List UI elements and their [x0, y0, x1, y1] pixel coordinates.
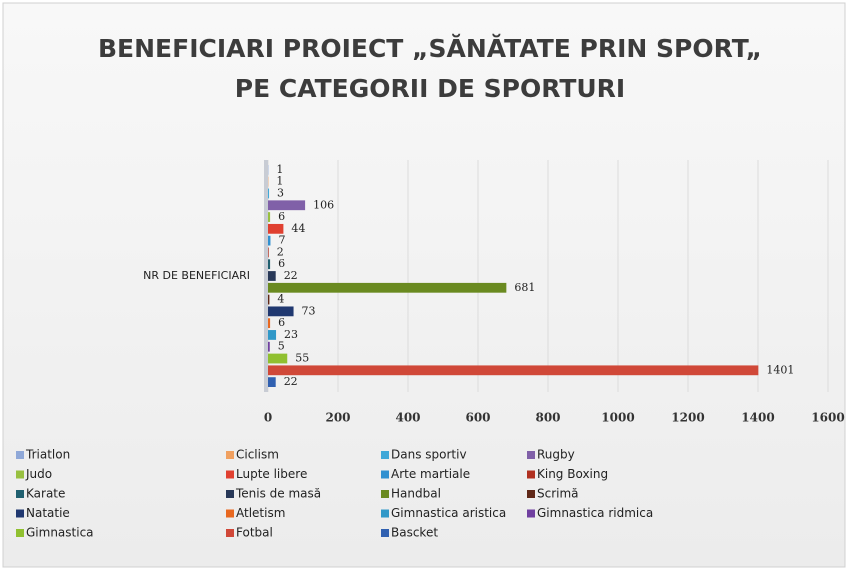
bar [268, 306, 294, 317]
legend-label: Arte martiale [391, 467, 470, 481]
x-tick-label: 1400 [741, 411, 774, 425]
legend-swatch [226, 509, 234, 518]
bar [268, 341, 270, 352]
data-label: 106 [313, 198, 334, 211]
legend-swatch [527, 509, 535, 518]
legend-label: Rugby [537, 448, 575, 462]
legend-swatch [381, 509, 389, 518]
legend-label: Judo [25, 467, 52, 481]
axis-wall [264, 160, 268, 392]
data-label: 1 [276, 163, 283, 176]
legend-swatch [381, 451, 389, 459]
x-tick-label: 800 [535, 411, 560, 425]
legend-label: Gimnastica ridmica [537, 506, 653, 520]
bar [268, 235, 271, 246]
legend-label: King Boxing [537, 467, 608, 481]
data-label: 2 [277, 245, 284, 258]
bar [268, 247, 269, 258]
legend-swatch [226, 451, 234, 459]
legend-label: Gimnastica aristica [391, 506, 506, 520]
bar [268, 188, 270, 199]
data-label: 22 [284, 375, 298, 388]
x-tick-label: 1600 [811, 411, 844, 425]
bar [268, 330, 277, 340]
legend-swatch [527, 490, 535, 498]
legend-label: Dans sportiv [391, 448, 467, 462]
legend-swatch [226, 529, 234, 537]
data-label: 3 [277, 186, 284, 199]
legend-swatch [16, 529, 24, 537]
x-tick-label: 600 [465, 411, 490, 425]
bar [268, 259, 271, 270]
data-label: 6 [278, 210, 285, 223]
data-label: 1401 [766, 363, 794, 376]
legend-swatch [381, 470, 389, 479]
legend-label: Scrimă [537, 487, 579, 501]
data-label: 44 [291, 222, 305, 235]
chart-title: PE CATEGORII DE SPORTURI [235, 74, 625, 103]
legend-swatch [16, 451, 24, 459]
legend-swatch [527, 451, 535, 459]
legend-swatch [226, 490, 234, 498]
data-label: 6 [278, 316, 285, 329]
legend-label: Lupte libere [236, 467, 307, 481]
data-label: 73 [302, 304, 316, 317]
data-label: 1 [276, 175, 283, 188]
x-tick-label: 200 [325, 411, 350, 425]
bar [268, 282, 507, 293]
legend-label: Gimnastica [26, 526, 94, 540]
legend-label: Tenis de masă [235, 487, 321, 501]
legend-label: Bascket [391, 526, 438, 540]
data-label: 55 [295, 352, 309, 365]
bar [268, 223, 284, 234]
legend-label: Atletism [236, 506, 285, 520]
legend-swatch [16, 470, 24, 479]
category-label: NR DE BENEFICIARI [143, 269, 250, 282]
bar [268, 200, 306, 211]
legend-swatch [16, 490, 24, 498]
bar [268, 318, 271, 329]
legend-label: Natatie [26, 506, 70, 520]
x-tick-label: 400 [395, 411, 420, 425]
legend-label: Karate [26, 487, 65, 501]
data-label: 4 [277, 293, 284, 306]
legend-label: Triatlon [25, 448, 70, 462]
legend-swatch [381, 529, 389, 537]
data-label: 7 [278, 234, 285, 247]
bar [268, 365, 759, 376]
data-label: 681 [514, 281, 535, 294]
x-tick-label: 0 [264, 411, 272, 425]
bar [268, 294, 270, 305]
legend-label: Handbal [391, 487, 441, 501]
data-label: 23 [284, 328, 298, 341]
bar [268, 353, 288, 364]
bar [268, 377, 276, 387]
bar [268, 212, 271, 222]
x-tick-label: 1200 [671, 411, 704, 425]
legend-label: Ciclism [236, 448, 279, 462]
bar [268, 271, 276, 281]
legend-swatch [226, 470, 234, 479]
data-label: 5 [278, 340, 285, 353]
legend-swatch [527, 470, 535, 479]
legend-swatch [16, 509, 24, 518]
data-label: 22 [284, 269, 298, 282]
legend-label: Fotbal [236, 526, 273, 540]
legend-swatch [381, 490, 389, 498]
x-tick-label: 1000 [601, 411, 634, 425]
chart-title: BENEFICIARI PROIECT „SĂNĂTATE PRIN SPORT… [98, 33, 762, 63]
data-label: 6 [278, 257, 285, 270]
